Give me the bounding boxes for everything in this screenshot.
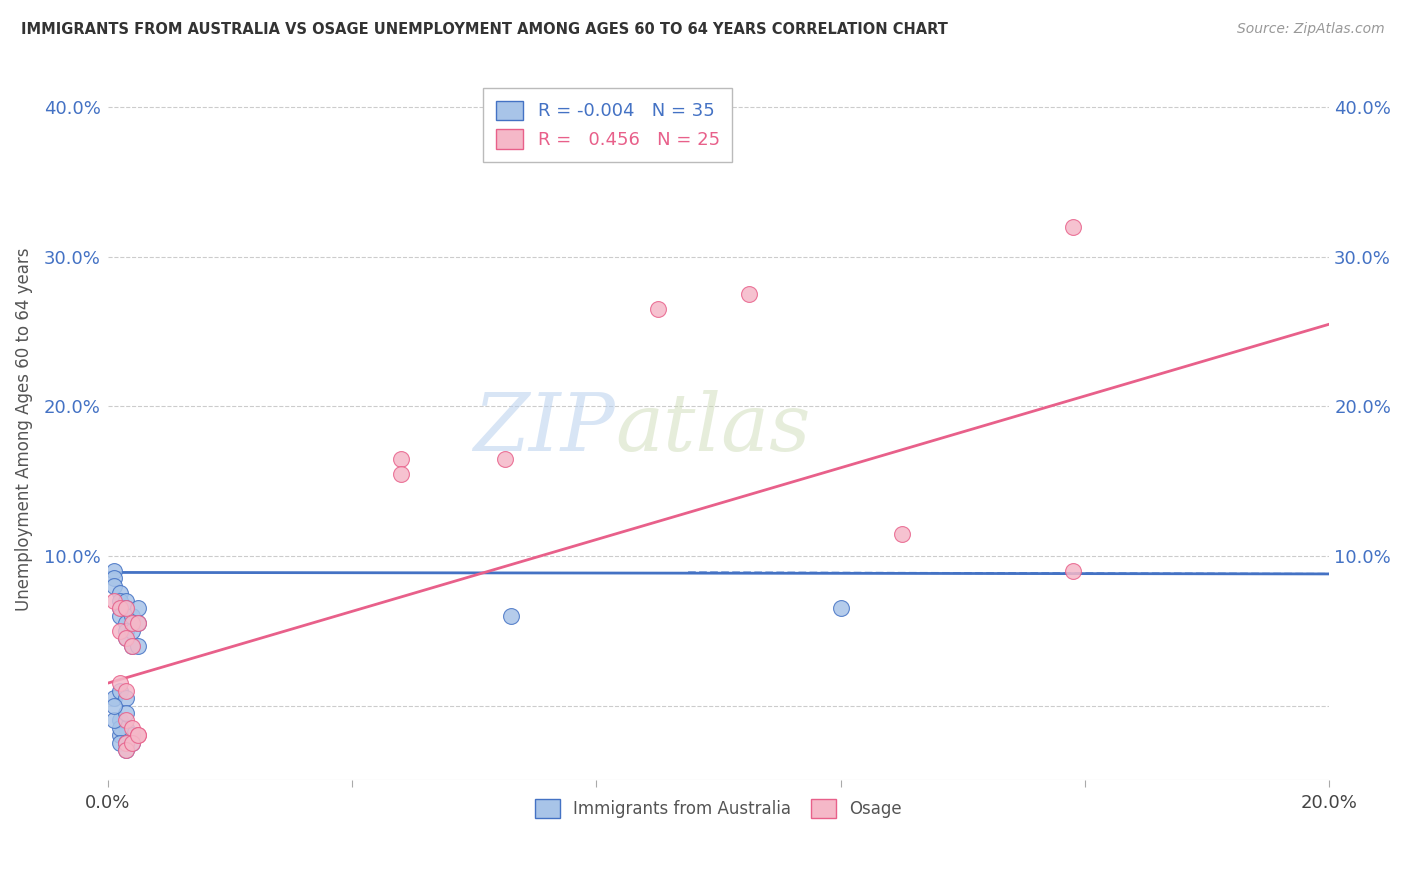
Point (108, 624, 131, 638)
Point (127, 728, 149, 742)
Point (103, 571, 125, 585)
Point (127, 728, 149, 742)
Point (108, 683, 131, 698)
Point (115, 632, 138, 646)
Point (115, 743, 138, 757)
Point (121, 639, 143, 653)
Point (115, 601, 138, 615)
Point (103, 579, 125, 593)
Point (115, 706, 138, 720)
Point (103, 564, 125, 578)
Point (115, 691, 138, 706)
Point (108, 728, 131, 742)
Point (103, 691, 125, 706)
Point (115, 624, 138, 638)
Point (108, 721, 131, 735)
Point (115, 736, 138, 750)
Point (494, 451, 516, 466)
Point (647, 302, 669, 317)
Y-axis label: Unemployment Among Ages 60 to 64 years: Unemployment Among Ages 60 to 64 years (15, 247, 32, 611)
Point (121, 608, 143, 623)
Point (108, 608, 131, 623)
Text: IMMIGRANTS FROM AUSTRALIA VS OSAGE UNEMPLOYMENT AMONG AGES 60 TO 64 YEARS CORREL: IMMIGRANTS FROM AUSTRALIA VS OSAGE UNEMP… (21, 22, 948, 37)
Point (108, 601, 131, 615)
Point (115, 721, 138, 735)
Point (115, 736, 138, 750)
Point (108, 676, 131, 690)
Point (890, 526, 912, 541)
Point (738, 287, 761, 301)
Point (121, 639, 143, 653)
Point (389, 467, 412, 481)
Point (127, 601, 149, 615)
Point (103, 698, 125, 713)
Point (121, 728, 143, 742)
Text: ZIP: ZIP (472, 390, 614, 467)
Point (121, 736, 143, 750)
Point (830, 601, 852, 615)
Point (115, 594, 138, 608)
Point (121, 616, 143, 631)
Point (108, 594, 131, 608)
Point (115, 601, 138, 615)
Point (115, 683, 138, 698)
Point (1062, 219, 1084, 234)
Point (127, 616, 149, 631)
Point (108, 601, 131, 615)
Point (108, 586, 131, 600)
Point (115, 632, 138, 646)
Point (108, 736, 131, 750)
Point (115, 743, 138, 757)
Point (127, 639, 149, 653)
Point (121, 624, 143, 638)
Point (108, 714, 131, 728)
Point (121, 736, 143, 750)
Point (115, 714, 138, 728)
Text: atlas: atlas (614, 390, 810, 467)
Point (121, 721, 143, 735)
Point (499, 608, 522, 623)
Legend: Immigrants from Australia, Osage: Immigrants from Australia, Osage (529, 793, 908, 825)
Text: Source: ZipAtlas.com: Source: ZipAtlas.com (1237, 22, 1385, 37)
Point (389, 451, 412, 466)
Point (103, 714, 125, 728)
Point (1062, 564, 1084, 578)
Point (115, 616, 138, 631)
Point (127, 616, 149, 631)
Point (103, 594, 125, 608)
